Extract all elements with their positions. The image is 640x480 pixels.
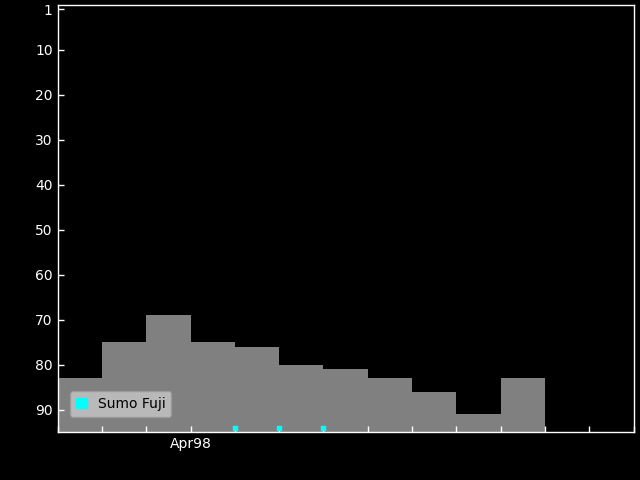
Legend: Sumo Fuji: Sumo Fuji <box>70 391 172 417</box>
Point <box>318 424 328 432</box>
Point <box>230 424 240 432</box>
Point <box>274 424 284 432</box>
